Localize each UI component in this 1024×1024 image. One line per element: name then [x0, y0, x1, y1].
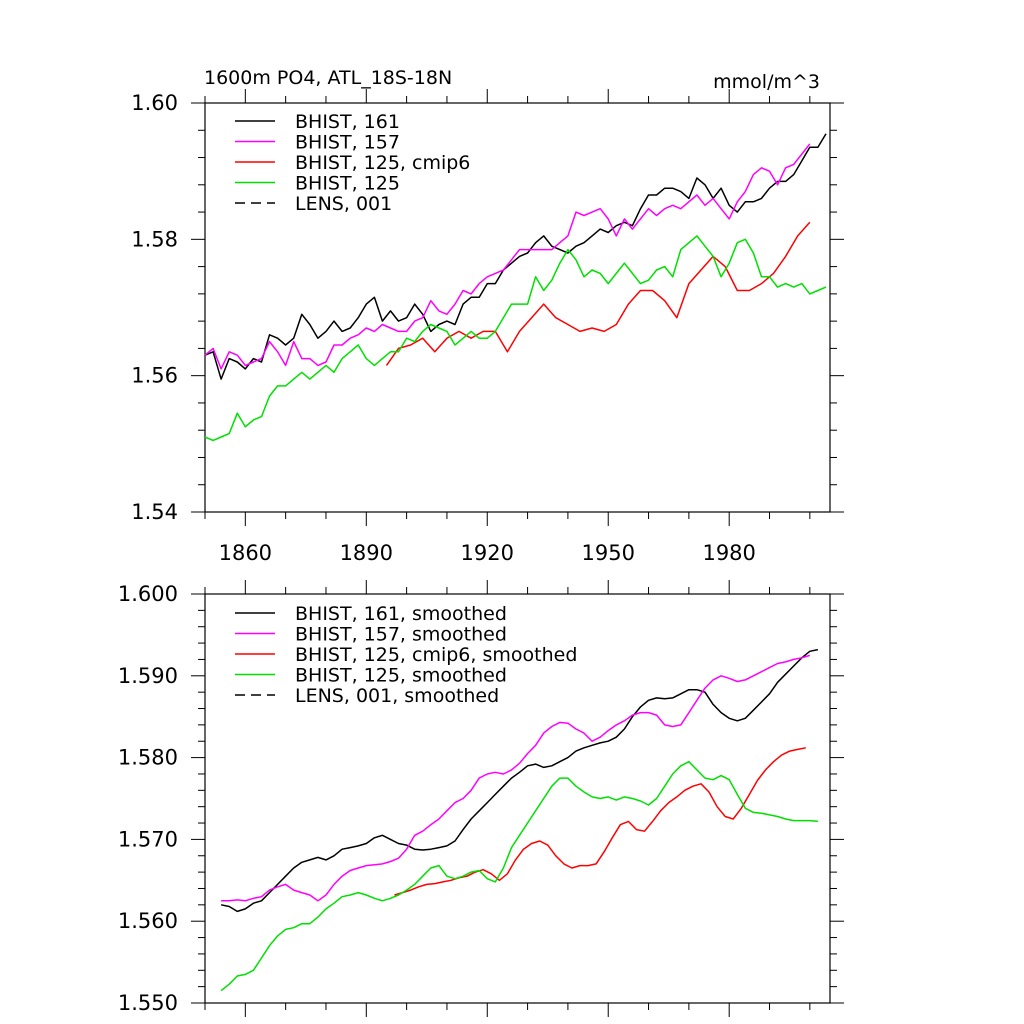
bottom-panel: 1.550 1.560 1.570 1.580 1.590 1.600 BHIST, 161…: [118, 580, 844, 1017]
x-tick-label: 1980: [702, 541, 755, 565]
plot-frame: [204, 593, 831, 1004]
legend-label: BHIST, 161, smoothed: [295, 603, 507, 625]
y-tick-label: 1.590: [118, 664, 178, 688]
y-tick-label: 1.54: [131, 500, 178, 524]
legend-label: BHIST, 125, smoothed: [295, 665, 507, 687]
series-line-2: [385, 221, 811, 366]
x-tick-label: 1890: [340, 541, 393, 565]
y-tick-label: 1.600: [118, 582, 178, 606]
series-line-3: [220, 760, 818, 992]
series-line-3: [204, 235, 827, 442]
top-panel: 1860 1890 1920 1950 1980 1.54 1.56 1.58 1.60 BHIS…: [131, 89, 844, 565]
legend-label: BHIST, 125, cmip6, smoothed: [295, 644, 577, 666]
legend-label: LENS, 001: [295, 193, 392, 215]
y-tick-label: 1.60: [131, 91, 178, 115]
legend-label: LENS, 001, smoothed: [295, 685, 499, 707]
y-tick-label: 1.570: [118, 827, 178, 851]
series-line-0: [204, 133, 827, 380]
plot-frame: [204, 102, 831, 513]
legend-label: BHIST, 157, smoothed: [295, 624, 507, 646]
x-tick-label: 1860: [219, 541, 272, 565]
y-tick-label: 1.56: [131, 364, 178, 388]
x-tick-label: 1920: [461, 541, 514, 565]
y-tick-label: 1.580: [118, 746, 178, 770]
y-tick-label: 1.560: [118, 909, 178, 933]
series-line-1: [221, 654, 811, 902]
series-line-0: [220, 648, 819, 913]
legend-label: BHIST, 161: [295, 111, 400, 133]
x-tick-label: 1950: [581, 541, 634, 565]
y-tick-label: 1.550: [118, 991, 178, 1015]
series-line-2: [394, 747, 806, 896]
y-tick-label: 1.58: [131, 227, 178, 251]
series-line-1: [204, 143, 811, 370]
units-label: mmol/m^3: [713, 71, 820, 93]
legend-label: BHIST, 125: [295, 173, 400, 195]
legend-label: BHIST, 125, cmip6: [295, 152, 470, 174]
legend-label: BHIST, 157: [295, 132, 400, 154]
figure-title: 1600m PO4, ATL_18S-18N: [204, 67, 452, 89]
